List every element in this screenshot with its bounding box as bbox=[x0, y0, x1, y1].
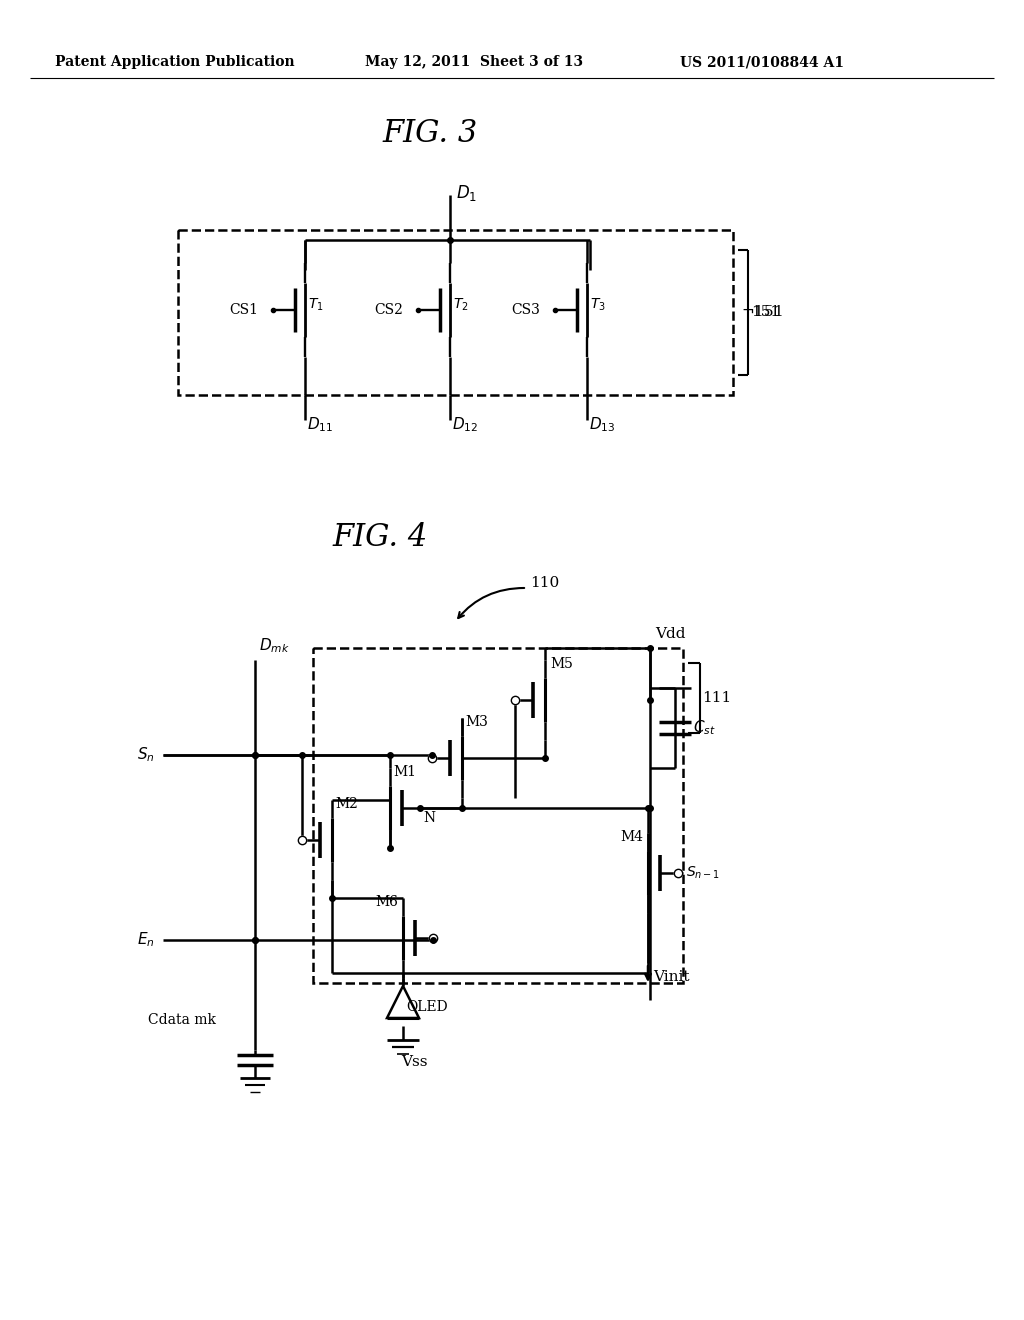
Text: M1: M1 bbox=[393, 766, 416, 779]
Text: CS3: CS3 bbox=[511, 304, 540, 317]
Text: $D_{11}$: $D_{11}$ bbox=[307, 416, 333, 434]
Text: $T_2$: $T_2$ bbox=[453, 297, 469, 313]
Bar bbox=[313, 648, 683, 983]
Bar bbox=[178, 230, 733, 395]
Text: US 2011/0108844 A1: US 2011/0108844 A1 bbox=[680, 55, 844, 69]
Text: $D_{12}$: $D_{12}$ bbox=[452, 416, 478, 434]
Text: Cdata mk: Cdata mk bbox=[148, 1012, 216, 1027]
Text: May 12, 2011  Sheet 3 of 13: May 12, 2011 Sheet 3 of 13 bbox=[365, 55, 583, 69]
Text: 151: 151 bbox=[751, 305, 780, 319]
Text: M3: M3 bbox=[465, 715, 487, 729]
Text: FIG. 4: FIG. 4 bbox=[333, 523, 428, 553]
Text: $D_1$: $D_1$ bbox=[456, 183, 477, 203]
Text: N: N bbox=[423, 810, 435, 825]
Text: $T_1$: $T_1$ bbox=[308, 297, 324, 313]
Text: CS1: CS1 bbox=[229, 304, 258, 317]
Text: $C_{st}$: $C_{st}$ bbox=[693, 718, 716, 738]
Text: M5: M5 bbox=[550, 657, 572, 671]
Text: $T_3$: $T_3$ bbox=[590, 297, 606, 313]
Text: $S_{n-1}$: $S_{n-1}$ bbox=[686, 865, 720, 882]
Text: $S_n$: $S_n$ bbox=[137, 746, 155, 764]
Text: 111: 111 bbox=[702, 690, 731, 705]
Text: Patent Application Publication: Patent Application Publication bbox=[55, 55, 295, 69]
Text: M4: M4 bbox=[620, 830, 643, 843]
Text: FIG. 3: FIG. 3 bbox=[382, 117, 477, 149]
Text: Vinit: Vinit bbox=[653, 970, 689, 983]
Text: Vdd: Vdd bbox=[655, 627, 685, 642]
Text: $D_{mk}$: $D_{mk}$ bbox=[259, 636, 290, 655]
Text: OLED: OLED bbox=[406, 1001, 447, 1014]
Text: CS2: CS2 bbox=[374, 304, 403, 317]
Text: 110: 110 bbox=[530, 576, 559, 590]
Text: Vss: Vss bbox=[401, 1055, 427, 1069]
Text: M6: M6 bbox=[375, 895, 398, 909]
Text: $D_{13}$: $D_{13}$ bbox=[589, 416, 615, 434]
Text: M2: M2 bbox=[335, 797, 357, 810]
Text: $E_n$: $E_n$ bbox=[137, 931, 155, 949]
Text: $\neg$151: $\neg$151 bbox=[741, 305, 782, 319]
